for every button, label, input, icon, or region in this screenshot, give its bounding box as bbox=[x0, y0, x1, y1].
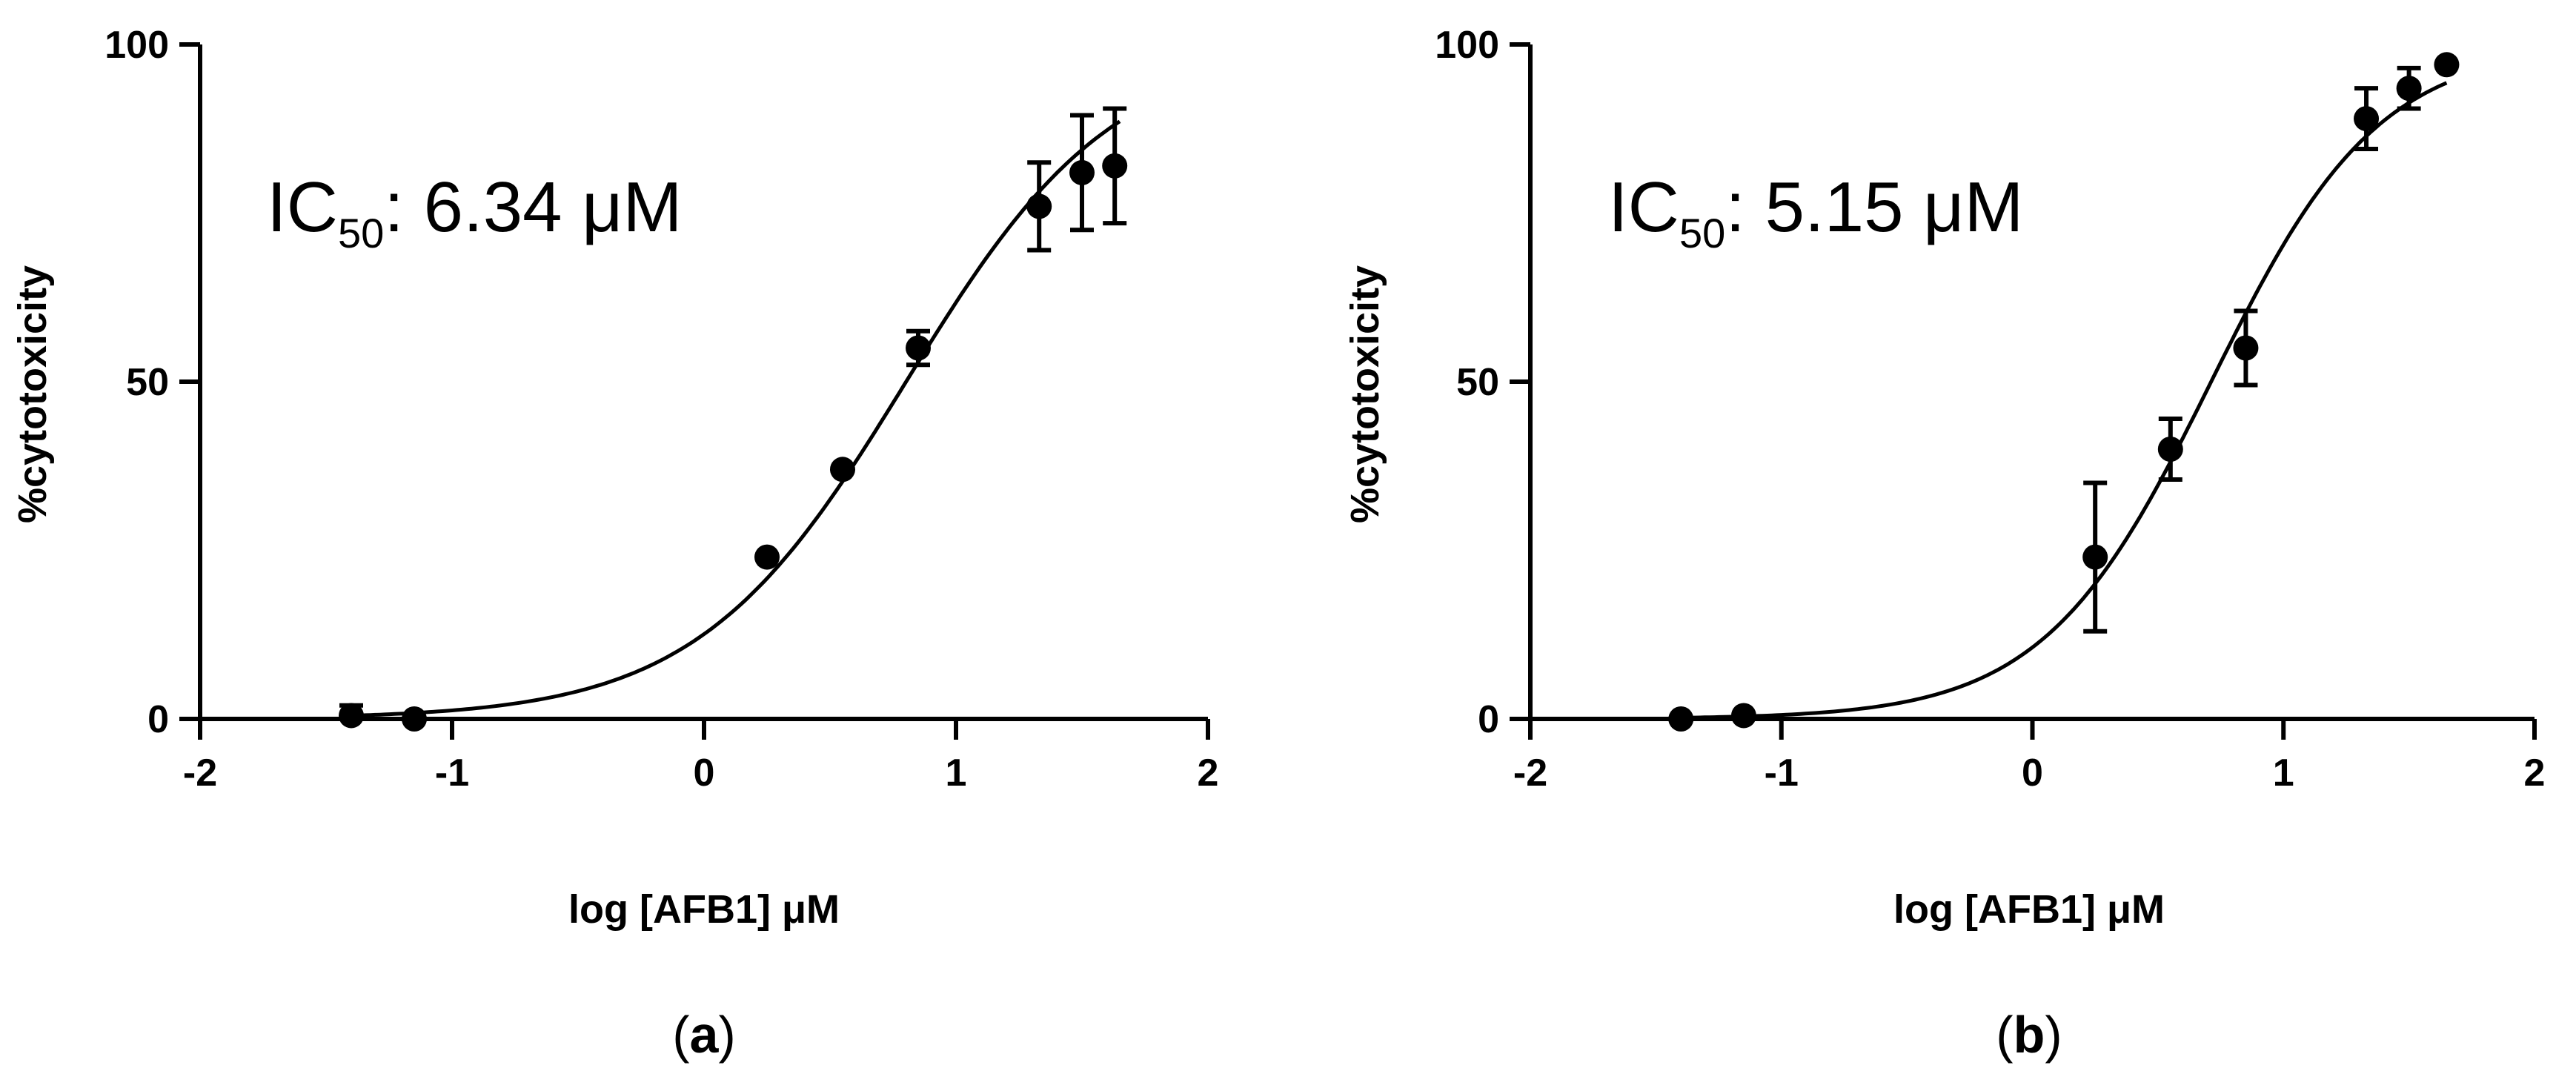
panel-b-data-point bbox=[1668, 706, 1694, 732]
panel-a-x-tick-label: -2 bbox=[183, 752, 217, 795]
panel-a-plot: -2 -1 0 1 2 0 50 100 bbox=[104, 24, 1218, 795]
panel-b-ic50-subscript: 50 bbox=[1679, 210, 1725, 256]
panel-b-data-point bbox=[2233, 335, 2259, 361]
panel-a-label: (a) bbox=[672, 1006, 736, 1064]
panel-b-x-tick-label: 2 bbox=[2524, 752, 2546, 795]
panel-b-y-tick-label: 0 bbox=[1478, 698, 1499, 741]
panel-b-y-tick-label: 50 bbox=[1456, 361, 1499, 404]
panel-b-fit-curve bbox=[1681, 81, 2448, 720]
panel-b-ic50-prefix: IC bbox=[1608, 168, 1679, 247]
panel-b-data-point bbox=[1730, 703, 1756, 729]
panel-a-data-point bbox=[1069, 159, 1095, 185]
panel-a-data-point bbox=[906, 335, 931, 361]
panel-a-y-axis-title: %cytotoxicity bbox=[10, 265, 55, 523]
panel-b-x-tick-label: -2 bbox=[1513, 752, 1547, 795]
panel-a-fit-curve bbox=[351, 119, 1121, 718]
panel-b-x-tick-label: 1 bbox=[2273, 752, 2294, 795]
panel-a-ic50-prefix: IC bbox=[267, 168, 338, 247]
panel-b-plot: -2 -1 0 1 2 0 50 100 bbox=[1435, 24, 2545, 795]
panel-b-x-tick-label: 0 bbox=[2022, 752, 2043, 795]
panel-b-label: (b) bbox=[1996, 1006, 2062, 1064]
panel-b-y-axis-title: %cytotoxicity bbox=[1343, 265, 1387, 523]
panel-b-data-point bbox=[2082, 544, 2108, 570]
panel-a-x-axis-title: log [AFB1] μM bbox=[568, 887, 840, 932]
panel-b-x-axis-title: log [AFB1] μM bbox=[1893, 887, 2165, 932]
panel-a-data-point bbox=[754, 544, 780, 570]
panel-a-ic50-subscript: 50 bbox=[338, 210, 384, 256]
panel-a-x-tick-label: 0 bbox=[694, 752, 715, 795]
panel-a-data-point bbox=[830, 457, 855, 483]
panel-b-label-letter: b bbox=[2014, 1006, 2045, 1064]
panel-a-y-tick-label: 100 bbox=[104, 24, 169, 67]
panel-b-x-tick-label: -1 bbox=[1765, 752, 1799, 795]
panel-a-label-letter: a bbox=[690, 1006, 720, 1064]
panel-a-x-tick-label: -1 bbox=[435, 752, 469, 795]
panel-a-data-point bbox=[339, 703, 364, 729]
panel-b: -2 -1 0 1 2 0 50 100 log [AFB1] μM %cytotoxicit… bbox=[1343, 24, 2545, 1064]
panel-a-y-tick-label: 50 bbox=[126, 361, 169, 404]
panel-a: -2 -1 0 1 2 0 50 100 log [AFB1] μM %cytotoxicit… bbox=[10, 24, 1218, 1064]
panel-b-data-point bbox=[2434, 52, 2460, 78]
panel-b-data-point bbox=[2157, 437, 2183, 462]
panel-b-ic50-suffix: : 5.15 μM bbox=[1725, 168, 2023, 247]
panel-a-y-tick-label: 0 bbox=[147, 698, 169, 741]
panel-a-ic50-annotation: IC50: 6.34 μM bbox=[267, 168, 682, 256]
panel-b-y-tick-label: 100 bbox=[1435, 24, 1499, 67]
panel-a-ic50-suffix: : 6.34 μM bbox=[384, 168, 682, 247]
panel-b-data-point bbox=[2354, 106, 2380, 132]
panel-a-data-point bbox=[1102, 153, 1128, 179]
panel-b-data-point bbox=[2396, 76, 2422, 102]
panel-a-x-tick-label: 1 bbox=[946, 752, 967, 795]
panel-b-ic50-annotation: IC50: 5.15 μM bbox=[1608, 168, 2023, 256]
panel-a-data-point bbox=[1026, 193, 1052, 219]
panel-a-data-point bbox=[402, 706, 427, 732]
panel-a-x-tick-label: 2 bbox=[1198, 752, 1219, 795]
